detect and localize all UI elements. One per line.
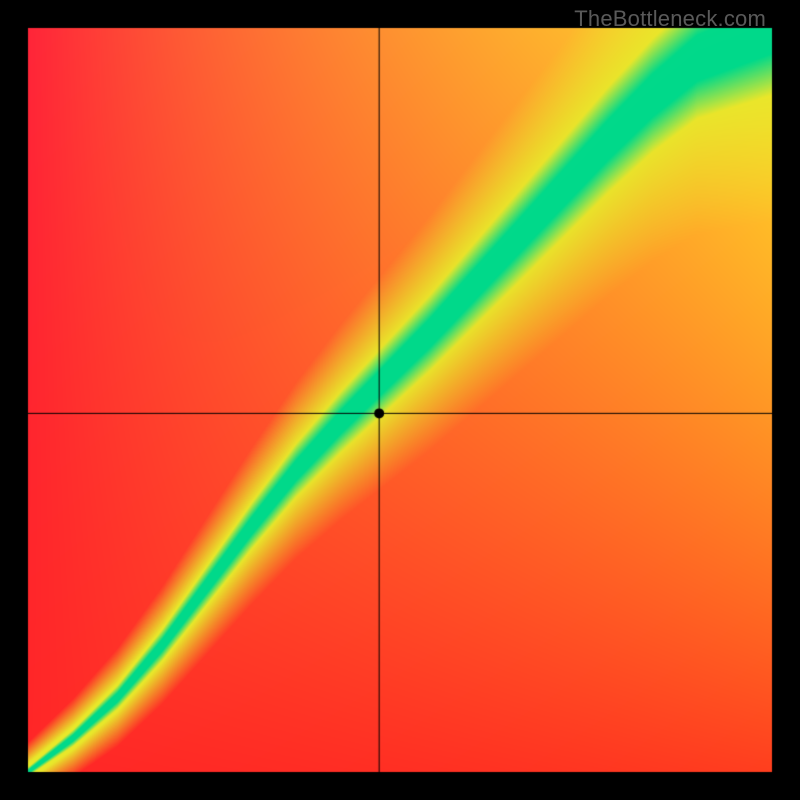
watermark-text: TheBottleneck.com: [574, 6, 766, 32]
heatmap-canvas: [0, 0, 800, 800]
